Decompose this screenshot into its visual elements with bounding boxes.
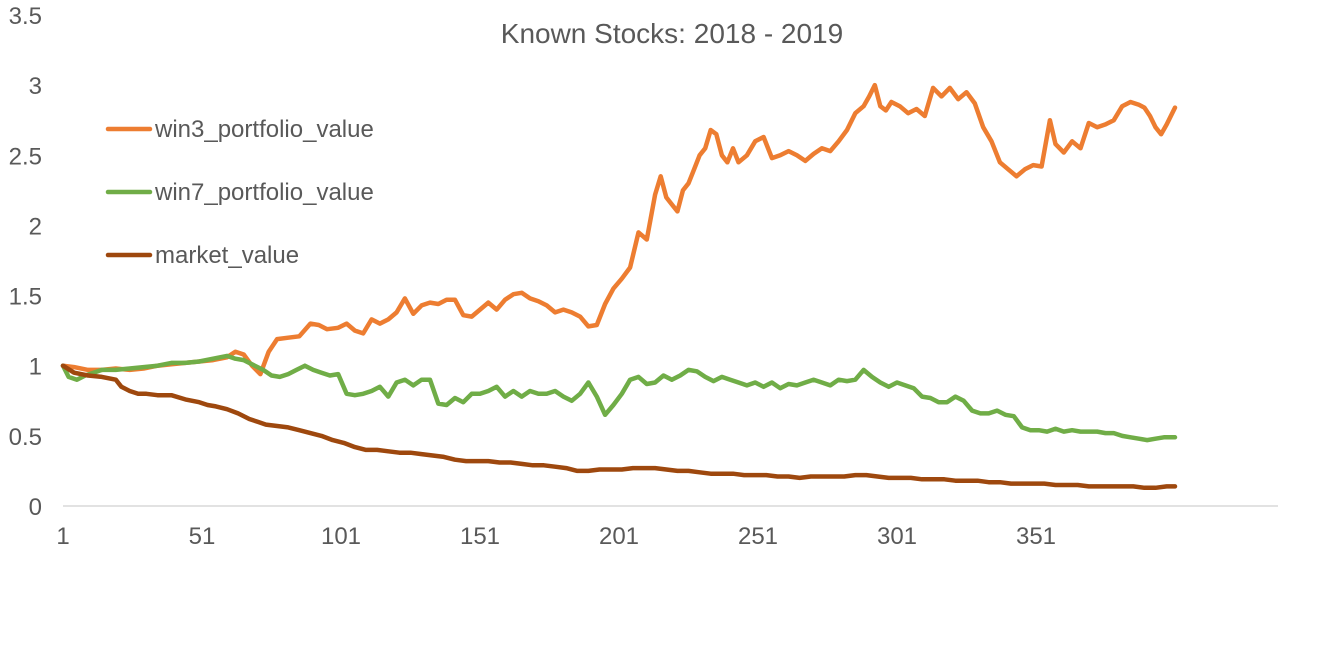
x-tick-label: 151 [460, 523, 500, 550]
y-tick-label: 1.5 [9, 284, 42, 311]
series-line-win7_portfolio_value [60, 353, 1178, 443]
x-tick-label: 1 [56, 523, 69, 550]
y-axis-tick-labels: 0 0.5 1 1.5 2 2.5 3 3.5 [9, 3, 42, 521]
y-tick-label: 1 [29, 354, 42, 381]
x-tick-label: 301 [877, 523, 917, 550]
legend-label: win3_portfolio_value [154, 116, 374, 143]
legend[interactable]: win3_portfolio_value win7_portfolio_value… [105, 116, 374, 269]
x-tick-label: 201 [599, 523, 639, 550]
legend-item-win3_portfolio_value[interactable]: win3_portfolio_value [105, 116, 374, 143]
y-tick-label: 0 [29, 494, 42, 521]
series-line-win3_portfolio_value [60, 82, 1178, 377]
x-axis-tick-labels: 1 51 101 151 201 251 301 351 [56, 523, 1056, 550]
chart-title: Known Stocks: 2018 - 2019 [501, 18, 843, 49]
y-tick-label: 3 [29, 73, 42, 100]
y-tick-label: 3.5 [9, 3, 42, 30]
x-tick-label: 251 [738, 523, 778, 550]
x-tick-label: 101 [321, 523, 361, 550]
y-tick-label: 2 [29, 213, 42, 240]
legend-label: market_value [155, 242, 299, 269]
y-tick-label: 2.5 [9, 143, 42, 170]
series-lines [60, 82, 1178, 491]
legend-label: win7_portfolio_value [154, 179, 374, 206]
x-tick-label: 51 [189, 523, 216, 550]
y-tick-label: 0.5 [9, 424, 42, 451]
legend-item-win7_portfolio_value[interactable]: win7_portfolio_value [105, 179, 374, 206]
series-line-market_value [60, 363, 1178, 491]
legend-item-market_value[interactable]: market_value [105, 242, 299, 269]
x-tick-label: 351 [1016, 523, 1056, 550]
